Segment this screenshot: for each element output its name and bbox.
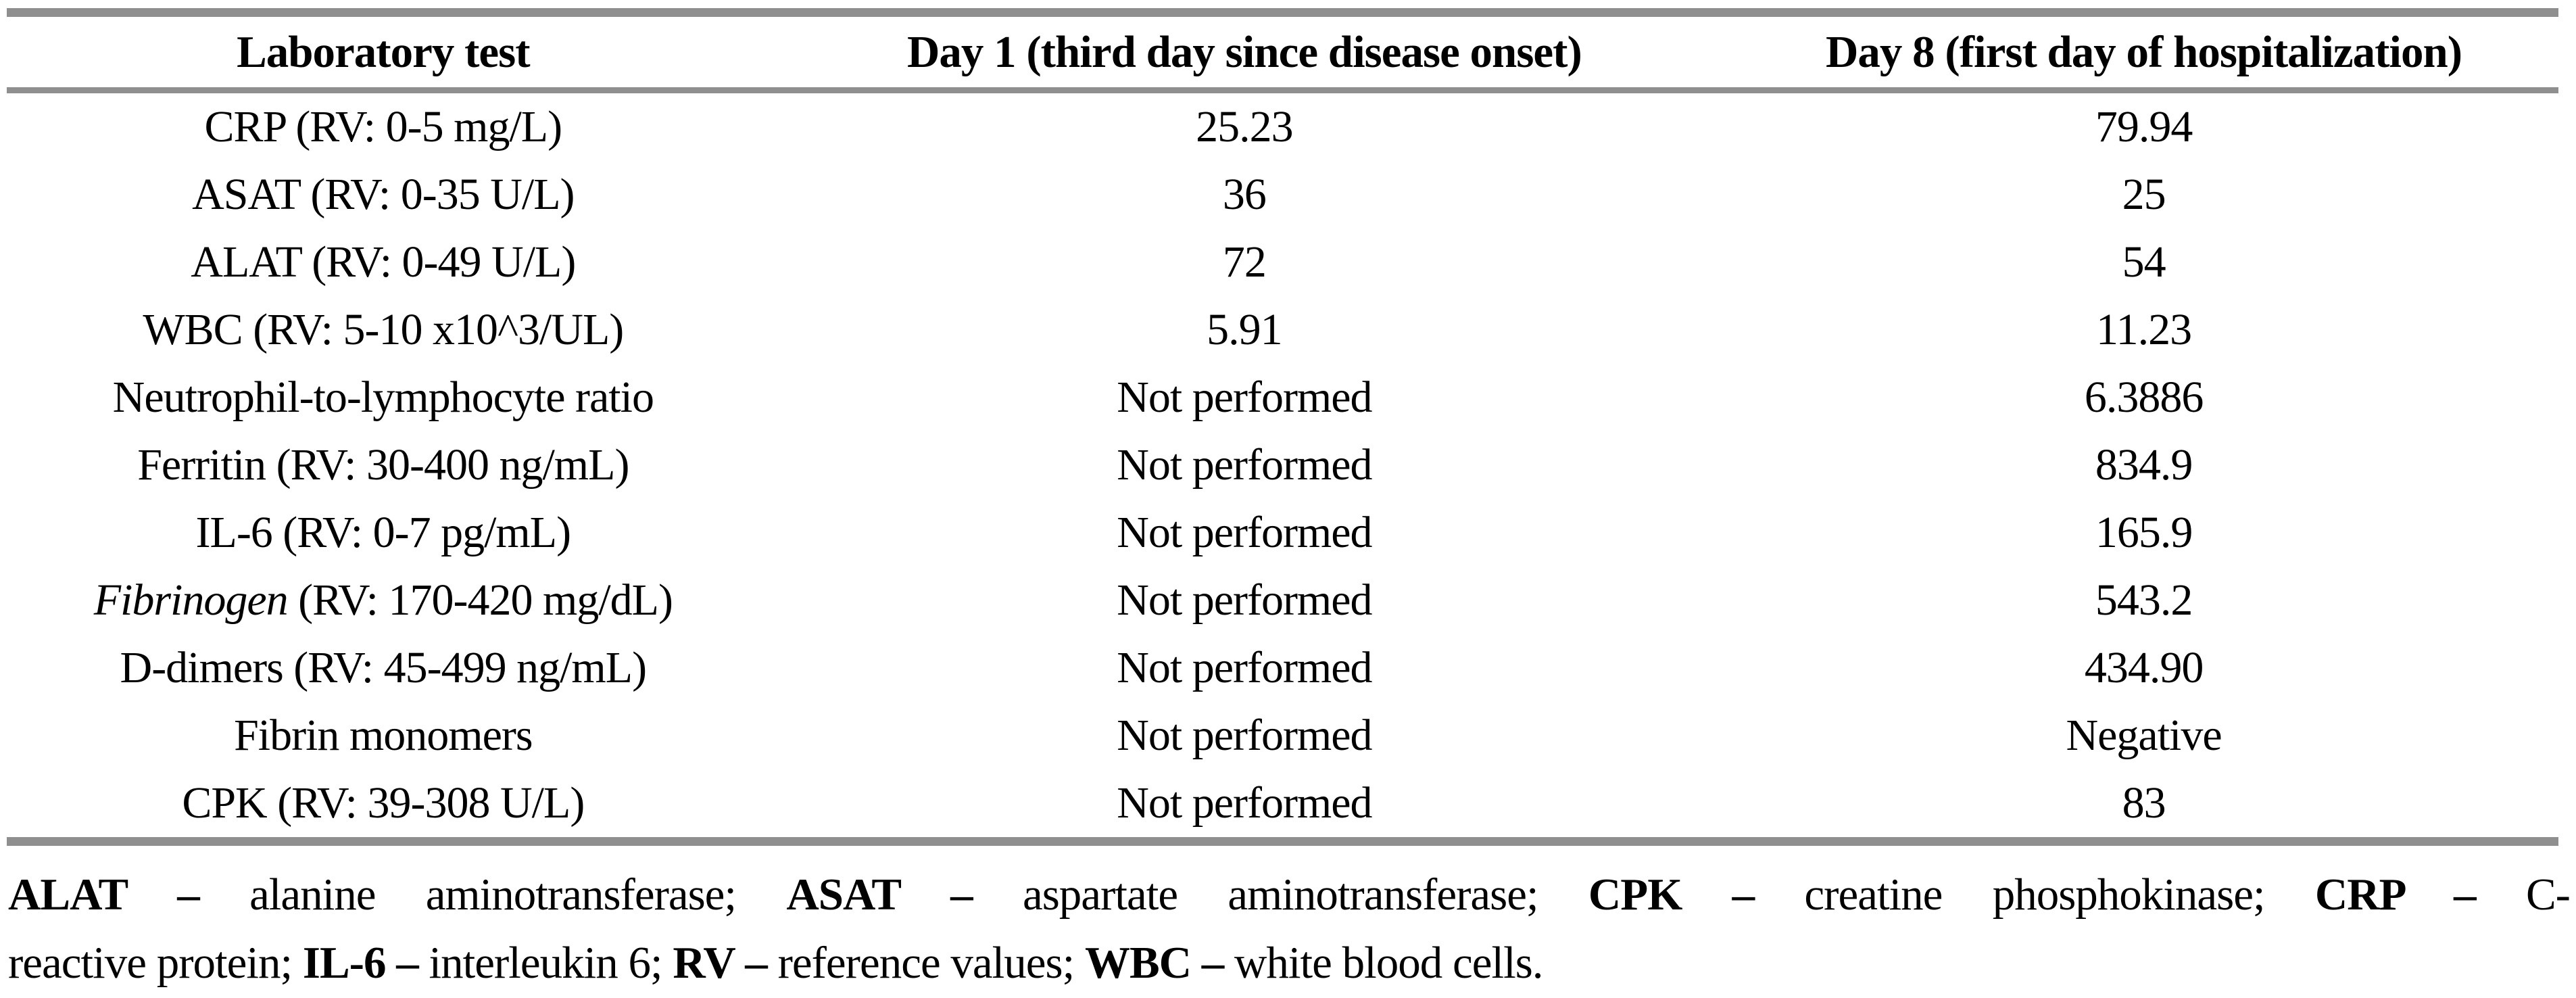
column-header-day8: Day 8 (first day of hospitalization)	[1729, 12, 2558, 93]
table-row: IL-6 (RV: 0-7 pg/mL) Not performed 165.9	[7, 499, 2558, 567]
cell-day8-value: 543.2	[2095, 575, 2193, 625]
cell-test: Neutrophil-to-lymphocyte ratio	[7, 364, 760, 431]
cell-test: Ferritin (RV: 30-400 ng/mL)	[7, 431, 760, 499]
cell-day1-value: 25.23	[1196, 102, 1293, 151]
cell-test: Fibrin monomers	[7, 702, 760, 769]
table-body: CRP (RV: 0-5 mg/L) 25.23 79.94 ASAT (RV: 0-…	[7, 91, 2558, 842]
table-row: D-dimers (RV: 45-499 ng/mL) Not performed…	[7, 634, 2558, 702]
cell-day1-value: Not performed	[1117, 575, 1372, 625]
test-name-italic-part: Fibrinogen	[93, 575, 289, 625]
cell-day1-value: 36	[1222, 170, 1267, 219]
table-row: WBC (RV: 5-10 x10^3/UL) 5.91 11.23	[7, 296, 2558, 364]
footnote-line-2: reactive protein; IL-6 – interleukin 6; …	[8, 929, 2570, 997]
abbreviation-term: IL-6 –	[302, 938, 419, 988]
abbreviation-definition: C-	[2475, 870, 2571, 920]
table-row: CRP (RV: 0-5 mg/L) 25.23 79.94	[7, 91, 2558, 162]
table-row: Ferritin (RV: 30-400 ng/mL) Not performed…	[7, 431, 2558, 499]
cell-day1-value: Not performed	[1117, 711, 1372, 760]
cell-day8-value: 79.94	[2095, 102, 2193, 151]
table-row: Fibrin monomers Not performed Negative	[7, 702, 2558, 769]
cell-day8-value: 165.9	[2095, 508, 2193, 557]
cell-test: Fibrinogen (RV: 170-420 mg/dL)	[7, 567, 760, 634]
abbreviation-term: RV –	[673, 938, 767, 988]
lab-results-table: Laboratory test Day 1 (third day since d…	[7, 8, 2558, 846]
cell-day8-value: 83	[2122, 778, 2166, 828]
abbreviation-term: CPK –	[1588, 870, 1755, 920]
test-name-text: CRP (RV: 0-5 mg/L)	[204, 102, 563, 151]
abbreviation-definition: aspartate aminotransferase;	[972, 870, 1588, 920]
test-name-text: (RV: 170-420 mg/dL)	[287, 575, 673, 625]
cell-day1-value: 5.91	[1207, 305, 1282, 354]
cell-day8-value: Negative	[2066, 711, 2222, 760]
footnote-line-1: ALAT – alanine aminotransferase; ASAT – …	[8, 861, 2571, 929]
cell-day8-value: 25	[2122, 170, 2166, 219]
cell-day8-value: 54	[2122, 237, 2166, 287]
cell-day8-value: 434.90	[2084, 643, 2204, 692]
header-row: Laboratory test Day 1 (third day since d…	[7, 12, 2558, 93]
test-name-text: Neutrophil-to-lymphocyte ratio	[112, 373, 654, 422]
cell-day1-value: Not performed	[1117, 508, 1372, 557]
abbreviation-definition: interleukin 6;	[418, 938, 673, 988]
abbreviation-definition: white blood cells.	[1223, 938, 1544, 988]
test-name-text: D-dimers (RV: 45-499 ng/mL)	[120, 643, 648, 692]
cell-day1-value: Not performed	[1117, 778, 1372, 828]
cell-test: CPK (RV: 39-308 U/L)	[7, 769, 760, 842]
cell-day8-value: 834.9	[2095, 440, 2193, 490]
abbreviation-definition: creatine phosphokinase;	[1754, 870, 2315, 920]
table-row: Fibrinogen (RV: 170-420 mg/dL) Not perfor…	[7, 567, 2558, 634]
column-header-laboratory-test: Laboratory test	[7, 12, 760, 93]
cell-day1-value: 72	[1222, 237, 1267, 287]
cell-day1-value: Not performed	[1117, 643, 1372, 692]
cell-day1-value: Not performed	[1117, 373, 1372, 422]
abbreviation-term: WBC –	[1084, 938, 1224, 988]
test-name-text: ALAT (RV: 0-49 U/L)	[191, 237, 576, 287]
cell-test: CRP (RV: 0-5 mg/L)	[7, 91, 760, 162]
abbreviations-footnote: ALAT – alanine aminotransferase; ASAT – …	[8, 861, 2571, 997]
abbreviation-term: ALAT –	[8, 870, 200, 920]
abbreviation-term: ASAT –	[786, 870, 973, 920]
cell-day8-value: 11.23	[2096, 305, 2192, 354]
abbreviation-definition: reactive protein;	[8, 938, 303, 988]
cell-test: WBC (RV: 5-10 x10^3/UL)	[7, 296, 760, 364]
table-row: Neutrophil-to-lymphocyte ratio Not perfor…	[7, 364, 2558, 431]
cell-test: ASAT (RV: 0-35 U/L)	[7, 161, 760, 229]
test-name-text: Ferritin (RV: 30-400 ng/mL)	[137, 440, 629, 490]
test-name-text: WBC (RV: 5-10 x10^3/UL)	[143, 305, 624, 354]
abbreviation-definition: reference values;	[767, 938, 1085, 988]
cell-test: D-dimers (RV: 45-499 ng/mL)	[7, 634, 760, 702]
test-name-text: IL-6 (RV: 0-7 pg/mL)	[195, 508, 572, 557]
cell-test: IL-6 (RV: 0-7 pg/mL)	[7, 499, 760, 567]
cell-day8-value: 6.3886	[2084, 373, 2204, 422]
table-row: ALAT (RV: 0-49 U/L) 72 54	[7, 229, 2558, 296]
test-name-text: ASAT (RV: 0-35 U/L)	[192, 170, 575, 219]
test-name-text: CPK (RV: 39-308 U/L)	[182, 778, 585, 828]
test-name-text: Fibrin monomers	[234, 711, 533, 760]
table-row: CPK (RV: 39-308 U/L) Not performed 83	[7, 769, 2558, 842]
abbreviation-term: CRP –	[2314, 870, 2477, 920]
cell-test: ALAT (RV: 0-49 U/L)	[7, 229, 760, 296]
abbreviation-definition: alanine aminotransferase;	[199, 870, 787, 920]
table-row: ASAT (RV: 0-35 U/L) 36 25	[7, 161, 2558, 229]
column-header-day1: Day 1 (third day since disease onset)	[759, 12, 1730, 93]
cell-day1-value: Not performed	[1117, 440, 1372, 490]
